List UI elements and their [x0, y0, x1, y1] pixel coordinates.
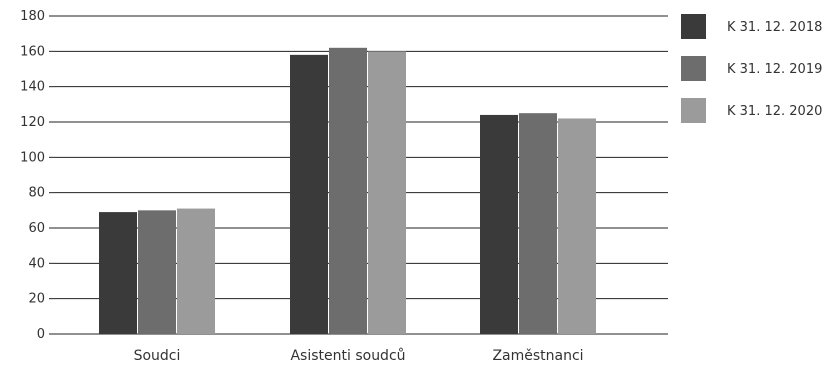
- y-tick-label: 60: [28, 221, 45, 236]
- x-category-label: Zaměstnanci: [492, 348, 583, 364]
- legend-label: K 31. 12. 2020: [727, 104, 822, 119]
- bar-asistenti-soudc--series-2: [329, 47, 367, 335]
- y-tick-label: 80: [28, 186, 45, 201]
- legend-swatch: [681, 56, 706, 81]
- y-tick-label: 120: [20, 115, 45, 130]
- y-tick-label: 180: [20, 9, 45, 24]
- y-tick-label: 160: [20, 44, 45, 59]
- bar-soudci-series-1: [99, 212, 137, 334]
- legend-swatch: [681, 98, 706, 123]
- bar-asistenti-soudc--series-3: [368, 51, 406, 334]
- y-tick-label: 140: [20, 80, 45, 95]
- x-category-label: Soudci: [134, 348, 181, 364]
- bar-zam-stnanci-series-3: [558, 118, 596, 334]
- y-tick-label: 40: [28, 256, 45, 271]
- x-category-label: Asistenti soudců: [290, 348, 405, 364]
- legend-label: K 31. 12. 2018: [727, 20, 822, 35]
- y-tick-label: 0: [37, 327, 45, 342]
- bar-soudci-series-2: [138, 210, 176, 334]
- legend-swatch: [681, 14, 706, 39]
- y-tick-label: 20: [28, 292, 45, 307]
- bar-zam-stnanci-series-2: [519, 113, 557, 335]
- bar-zam-stnanci-series-1: [480, 114, 518, 334]
- legend-label: K 31. 12. 2019: [727, 62, 822, 77]
- y-tick-label: 100: [20, 150, 45, 165]
- bar-soudci-series-3: [177, 208, 215, 334]
- bar-asistenti-soudc--series-1: [290, 54, 328, 334]
